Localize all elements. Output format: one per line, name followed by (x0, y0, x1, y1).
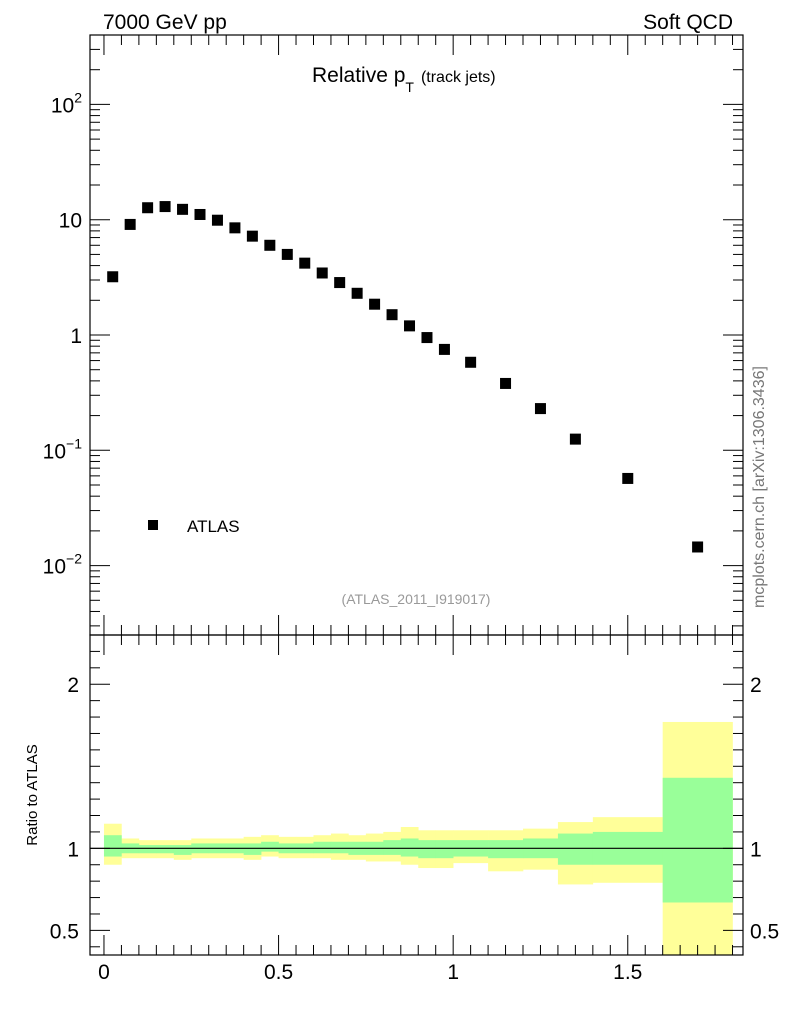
atlas-data-point (194, 208, 206, 220)
atlas-data-point (404, 320, 416, 332)
atlas-data-point (142, 202, 154, 214)
x-tick-label: 0.5 (264, 961, 293, 984)
ratio-y-tick-label-left: 1 (67, 838, 79, 861)
tick-base: 1 (70, 325, 82, 348)
atlas-data-point (500, 377, 512, 389)
main-y-tick-label: 102 (51, 89, 82, 117)
atlas-data-point (465, 356, 477, 368)
ratio-band-inner (103, 835, 122, 857)
header-left: 7000 GeV pp (103, 11, 227, 34)
atlas-data-point (438, 343, 450, 355)
ratio-y-tick-label-left: 0.5 (50, 920, 79, 943)
atlas-data-point (107, 271, 119, 283)
ratio-y-axis-label: Ratio to ATLAS (24, 744, 41, 845)
x-tick-label: 1 (447, 961, 459, 984)
plot-title-main: Relative p (312, 64, 405, 87)
header-right: Soft QCD (643, 11, 733, 34)
ratio-panel: 0.5 0.5 1 1 2 2 0 0.5 1 1.5 Ratio to ATLAS (24, 634, 779, 984)
ratio-band-inner (156, 845, 175, 854)
atlas-data-point (211, 214, 223, 226)
atlas-data-point (229, 222, 241, 234)
atlas-data-point (622, 472, 634, 484)
tick-base: 10 (43, 556, 66, 579)
ratio-uncertainty-bands (103, 721, 733, 955)
x-tick-label: 0 (98, 961, 110, 984)
main-y-tick-label: 10−1 (43, 435, 83, 463)
tick-exponent: −2 (66, 551, 82, 567)
ratio-band-inner (418, 840, 437, 859)
main-y-tick-label: 1 (70, 325, 82, 348)
ratio-panel-frame (89, 634, 744, 956)
ratio-band-inner (557, 833, 594, 865)
ratio-y-tick-label-left: 2 (67, 674, 79, 697)
atlas-data-point (369, 298, 381, 310)
atlas-data-point (316, 267, 328, 279)
atlas-data-point (281, 248, 293, 260)
ratio-band-inner (138, 845, 157, 854)
ratio-band-inner (400, 838, 419, 857)
tick-exponent: −1 (66, 435, 82, 451)
atlas-data-point (534, 403, 546, 415)
plot-title-paren: (track jets) (421, 69, 496, 86)
legend-marker (148, 520, 158, 530)
ratio-band-inner (383, 840, 402, 855)
tick-base: 10 (59, 210, 82, 233)
plot-title-sub: T (405, 79, 414, 95)
atlas-data-point (177, 203, 189, 215)
main-panel-frame (89, 34, 744, 636)
atlas-data-point (264, 239, 276, 251)
atlas-data-point (246, 230, 258, 242)
ratio-y-tick-label-right: 0.5 (750, 920, 779, 943)
x-tick-label: 1.5 (613, 961, 642, 984)
legend-label: ATLAS (187, 517, 240, 536)
legend: ATLAS (148, 517, 240, 536)
atlas-data-points (107, 201, 704, 553)
ratio-band-inner (435, 840, 454, 859)
side-label: mcplots.cern.ch [arXiv:1306.3436] (751, 366, 768, 608)
x-tick-labels: 0 0.5 1 1.5 (98, 961, 642, 984)
ratio-band-inner (662, 777, 733, 903)
tick-exponent: 2 (74, 89, 82, 105)
ratio-band-inner (261, 841, 279, 852)
tick-base: 10 (51, 94, 74, 117)
atlas-data-point (299, 257, 311, 269)
analysis-label: (ATLAS_2011_I919017) (342, 591, 491, 607)
ratio-band-inner (488, 840, 524, 859)
tick-base: 10 (43, 440, 66, 463)
atlas-data-point (421, 332, 433, 344)
atlas-data-point (351, 287, 363, 299)
main-y-tick-label: 10 (59, 210, 82, 233)
ratio-y-tick-label-right: 1 (750, 838, 762, 861)
main-y-tick-label: 10−2 (43, 551, 83, 579)
atlas-data-point (692, 541, 704, 553)
ratio-band-inner (243, 843, 262, 855)
ratio-axis-ticks (90, 634, 743, 955)
ratio-band-inner (173, 845, 192, 855)
ratio-band-inner (330, 841, 349, 854)
atlas-data-point (386, 309, 398, 321)
ratio-y-tick-label-right: 2 (750, 674, 762, 697)
atlas-data-point (124, 218, 136, 230)
ratio-band-inner (313, 841, 332, 854)
main-axis-ticks (90, 34, 743, 635)
atlas-data-point (159, 201, 171, 213)
atlas-data-point (569, 433, 581, 445)
plot-title: Relative pT (track jets) (312, 64, 496, 95)
ratio-y-tick-labels: 0.5 0.5 1 1 2 2 (50, 674, 779, 943)
atlas-data-point (334, 277, 346, 289)
